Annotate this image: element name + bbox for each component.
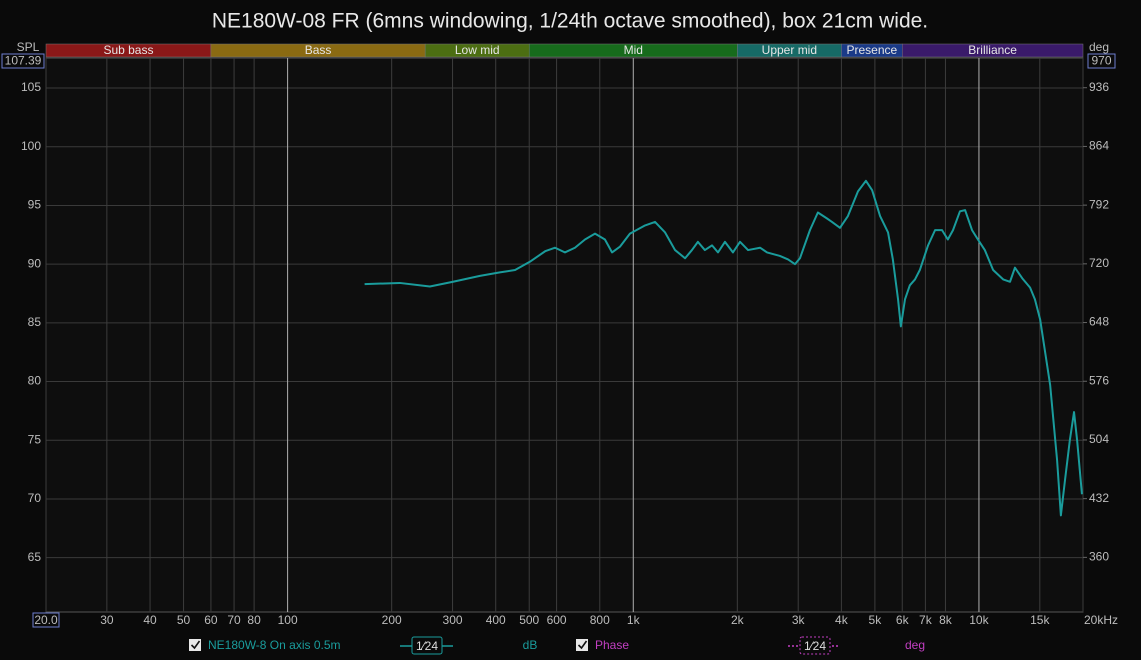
x-tick-label: 1k [627,613,641,627]
x-tick-label: 50 [177,613,191,627]
x-tick-label: 20.0 [34,613,58,627]
x-tick-label: 200 [382,613,402,627]
x-tick-label: 3k [792,613,806,627]
band-label: Sub bass [103,43,153,57]
band [902,43,1084,58]
y2-tick-label: 648 [1089,315,1109,329]
x-tick-label: 80 [247,613,261,627]
legend-smoothing: 1⁄24 [416,639,438,653]
x-tick-label: 60 [204,613,218,627]
y2-tick-label: 360 [1089,550,1109,564]
x-tick-label: 70 [227,613,241,627]
y-tick-label: 100 [21,139,41,153]
band-label: Upper mid [762,43,817,57]
x-tick-label: 20kHz [1084,613,1118,627]
y2lim-box [1087,53,1116,69]
x-tick-label: 15k [1030,613,1050,627]
y-tick-label: 105 [21,80,41,94]
band-label: Bass [305,43,332,57]
y-tick-label: 70 [28,491,42,505]
x-tick-label: 400 [486,613,506,627]
band-label: Low mid [455,43,500,57]
y-tick-label: 65 [28,550,42,564]
y2-tick-label: 576 [1089,373,1109,387]
y-tick-label: 75 [28,432,42,446]
x-tick-label: 40 [143,613,157,627]
x-tick-label: 2k [731,613,745,627]
x-tick-label: 300 [443,613,463,627]
legend-unit: dB [523,638,538,652]
x-tick-label: 5k [869,613,883,627]
x-tick-label: 4k [835,613,849,627]
legend: NE180W-8 On axis 0.5m 1⁄24 dB Phase 1⁄24… [189,636,925,655]
check-mark [577,640,588,650]
y-tick-label: 85 [28,315,42,329]
x-tick-label: 10k [969,613,989,627]
series-line [364,179,1083,517]
x-tick-label: 6k [896,613,910,627]
legend-series-name[interactable]: NE180W-8 On axis 0.5m [208,638,341,652]
ylim-box [1,53,45,69]
band-label: Mid [624,43,643,57]
y-tick-label: 80 [28,374,42,388]
plot-area [45,57,1084,613]
x-tick-label: 500 [519,613,539,627]
band-label: Brilliance [968,43,1017,57]
x-tick-label: 600 [547,613,567,627]
chart-title: NE180W-08 FR (6mns windowing, 1/24th oct… [212,10,928,33]
y2lim-top-label: 970 [1091,54,1111,68]
x-tick-label: 7k [919,613,933,627]
check-mark [190,640,201,650]
ylim-top-label: 107.39 [5,54,42,68]
xlim-box [32,612,60,628]
y-axis-label: SPL [17,40,40,54]
y2-tick-label: 720 [1089,256,1109,270]
smoothing-box[interactable] [411,636,443,655]
x-tick-label: 800 [590,613,610,627]
y2-tick-label: 504 [1089,432,1109,446]
x-tick-label: 8k [939,613,953,627]
x-tick-label: 100 [278,613,298,627]
legend-phase-name[interactable]: Phase [595,638,629,652]
smoothing-box[interactable] [799,636,831,655]
y-tick-label: 95 [28,198,42,212]
band-label: Presence [846,43,897,57]
y2-tick-label: 864 [1089,139,1109,153]
y2-tick-label: 936 [1089,80,1109,94]
y2-tick-label: 432 [1089,491,1109,505]
legend-unit: deg [905,638,925,652]
y2-tick-label: 792 [1089,197,1109,211]
y2-axis-label: deg [1089,40,1109,54]
x-tick-label: 30 [100,613,114,627]
legend-smoothing: 1⁄24 [804,639,826,653]
y-tick-label: 90 [28,256,42,270]
